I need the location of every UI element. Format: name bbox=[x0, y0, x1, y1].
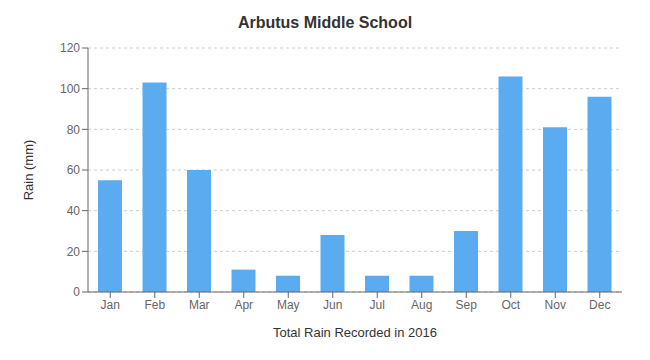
svg-text:80: 80 bbox=[67, 123, 81, 137]
svg-text:Oct: Oct bbox=[501, 298, 520, 312]
svg-text:Apr: Apr bbox=[234, 298, 253, 312]
svg-text:Mar: Mar bbox=[189, 298, 210, 312]
svg-text:Nov: Nov bbox=[545, 298, 566, 312]
svg-text:May: May bbox=[277, 298, 300, 312]
svg-text:Feb: Feb bbox=[144, 298, 165, 312]
svg-text:Total Rain Recorded in 2016: Total Rain Recorded in 2016 bbox=[273, 325, 437, 340]
svg-text:120: 120 bbox=[60, 41, 80, 55]
svg-text:60: 60 bbox=[67, 163, 81, 177]
svg-text:Dec: Dec bbox=[589, 298, 610, 312]
svg-text:Jul: Jul bbox=[370, 298, 385, 312]
svg-text:40: 40 bbox=[67, 204, 81, 218]
html-text:Arbutus Middle School: Arbutus Middle School bbox=[237, 14, 413, 31]
svg-text:Jun: Jun bbox=[323, 298, 342, 312]
svg-text:Sep: Sep bbox=[456, 298, 478, 312]
svg-text:Rain (mm): Rain (mm) bbox=[21, 140, 36, 201]
svg-text:Jan: Jan bbox=[101, 298, 120, 312]
svg-text:0: 0 bbox=[73, 285, 80, 299]
svg-text:100: 100 bbox=[60, 82, 80, 96]
svg-text:Aug: Aug bbox=[411, 298, 432, 312]
svg-text:20: 20 bbox=[67, 245, 81, 259]
